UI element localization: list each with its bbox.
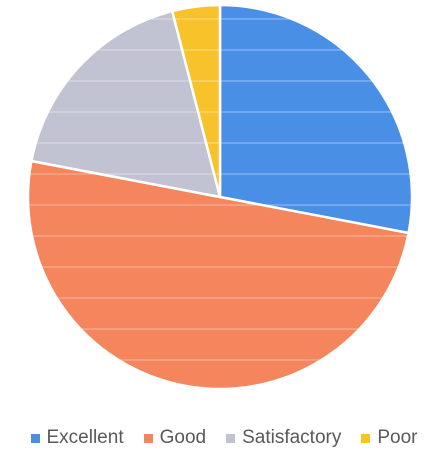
legend-item-poor: Poor bbox=[361, 427, 418, 449]
pie-slice-poor bbox=[171, 3, 222, 199]
legend-item-good: Good bbox=[143, 427, 207, 449]
legend-label: Good bbox=[159, 427, 207, 448]
pie-slice-good bbox=[26, 159, 410, 391]
legend-swatch bbox=[143, 433, 153, 443]
legend-item-excellent: Excellent bbox=[30, 427, 124, 449]
legend-item-satisfactory: Satisfactory bbox=[226, 427, 341, 449]
legend-swatch bbox=[361, 433, 371, 443]
legend-label: Poor bbox=[377, 427, 418, 448]
chart-legend: Excellent Good Satisfactory Poor bbox=[0, 424, 448, 452]
legend-label: Excellent bbox=[46, 427, 124, 448]
legend-label: Satisfactory bbox=[242, 427, 342, 448]
pie-slice-excellent bbox=[218, 3, 414, 235]
pie-slices bbox=[26, 3, 414, 391]
pie-chart bbox=[26, 3, 414, 391]
pie-slice-satisfactory bbox=[30, 9, 222, 199]
slice-stripe-texture bbox=[28, 18, 412, 361]
legend-swatch bbox=[226, 433, 236, 443]
legend-swatch bbox=[30, 433, 40, 443]
